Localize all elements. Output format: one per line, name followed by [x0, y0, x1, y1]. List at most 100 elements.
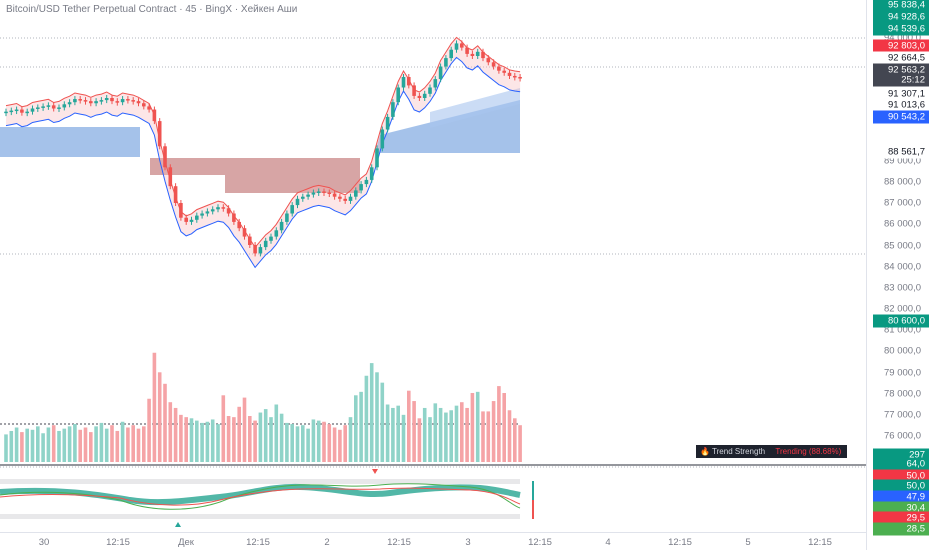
volume-bar: [438, 407, 443, 462]
candle-body: [142, 103, 146, 107]
candle-body: [502, 70, 506, 73]
candle-body: [157, 121, 162, 147]
volume-bar: [152, 352, 157, 462]
candle-body: [232, 213, 236, 222]
band-upper-line: [5, 36, 521, 249]
volume-bar: [110, 425, 114, 462]
volume-bar: [327, 424, 332, 462]
candle-body: [417, 95, 422, 98]
price-tick: 76 000,0: [884, 430, 921, 442]
candle-body: [242, 228, 247, 237]
candle-body: [110, 98, 114, 102]
osc-tag: 64,0: [873, 457, 929, 471]
volume-bar: [99, 422, 104, 462]
time-tick: 12:15: [106, 537, 130, 548]
time-axis[interactable]: [0, 532, 866, 551]
candle-body: [274, 230, 279, 237]
volume-bar: [78, 429, 82, 462]
candle-body: [311, 192, 316, 195]
price-tick: 77 000,0: [884, 409, 921, 421]
candle-body: [391, 102, 395, 117]
candle-body: [115, 101, 120, 103]
candle-body: [67, 102, 72, 105]
candle-body: [147, 106, 151, 110]
candle-body: [120, 99, 125, 103]
volume-bar: [67, 426, 72, 462]
volume-bar: [295, 426, 300, 462]
chart-title: Bitcoin/USD Tether Perpetual Contract · …: [6, 4, 298, 15]
volume-bar: [274, 404, 279, 462]
candle-body: [369, 167, 374, 180]
volume-bar: [364, 375, 369, 462]
time-tick: 3: [465, 537, 471, 548]
candle-body: [41, 106, 45, 108]
candle-body: [189, 219, 194, 222]
price-axis[interactable]: 94 000,0 89 000,0 88 000,0 87 000,0 86 000,0…: [866, 0, 932, 550]
candle-body: [306, 194, 310, 197]
candle-body: [438, 66, 443, 80]
osc-line-green: [0, 483, 521, 510]
volume-bar: [475, 391, 480, 462]
osc-tag: 50,0: [873, 479, 929, 493]
candle-body: [454, 43, 459, 50]
candle-body: [285, 213, 289, 222]
trend-strength-value: Trending (88.68%): [775, 447, 842, 456]
buy-marker-icon: [175, 522, 181, 527]
candle-body: [104, 98, 109, 101]
volume-bar: [115, 430, 120, 462]
volume-bar: [20, 432, 24, 462]
price-tag: 94 928,6: [873, 10, 929, 24]
time-tick: 12:15: [808, 537, 832, 548]
price-tick: 84 000,0: [884, 261, 921, 273]
price-tick: 78 000,0: [884, 388, 921, 400]
candle-body: [364, 179, 369, 185]
volume-bar: [460, 402, 464, 462]
candle-body: [14, 109, 19, 112]
volume-bar: [306, 428, 310, 462]
candle-body: [470, 53, 475, 56]
price-tick: 89 000,0: [884, 155, 921, 167]
price-tag: 95 838,4: [873, 0, 929, 12]
candle-body: [195, 215, 199, 220]
volume-bar: [120, 421, 125, 462]
candle-body: [36, 107, 40, 109]
volume-bar: [263, 409, 268, 462]
time-tick: 30: [38, 537, 50, 548]
volume-bar: [51, 425, 56, 462]
candle-body: [433, 79, 438, 88]
candle-body: [136, 101, 141, 104]
candle-body: [343, 198, 347, 201]
candle-body: [205, 211, 210, 214]
candle-body: [327, 192, 332, 194]
volume-bar: [253, 420, 257, 462]
candle-body: [380, 129, 385, 149]
time-tick: 12:15: [668, 537, 692, 548]
volume-bar: [57, 430, 61, 462]
volume-bar: [179, 414, 183, 462]
candle-body: [173, 186, 178, 203]
candle-body: [497, 66, 501, 71]
volume-bar: [126, 427, 130, 462]
candle-body: [348, 196, 353, 201]
trend-strength-badge: 🔥 Trend Strength Trending (88.68%): [696, 445, 848, 458]
time-tick: 12:15: [246, 537, 270, 548]
chart-svg[interactable]: [0, 0, 866, 550]
volume-bar: [83, 427, 88, 462]
candle-body: [518, 77, 522, 79]
candle-body: [248, 236, 252, 245]
volume-bar: [385, 404, 390, 462]
volume-bar: [369, 363, 374, 462]
candle-body: [179, 203, 183, 218]
volume-bar: [401, 414, 406, 462]
candle-body: [83, 100, 88, 102]
volume-bar: [285, 422, 289, 462]
candle-body: [237, 221, 241, 229]
candle-body: [57, 107, 61, 109]
volume-bar: [163, 383, 167, 462]
volume-bar: [168, 402, 173, 462]
candle-body: [475, 51, 480, 56]
volume-bar: [248, 416, 252, 462]
volume-bar: [73, 424, 77, 462]
volume-bar: [497, 386, 501, 462]
candle-body: [131, 100, 135, 102]
